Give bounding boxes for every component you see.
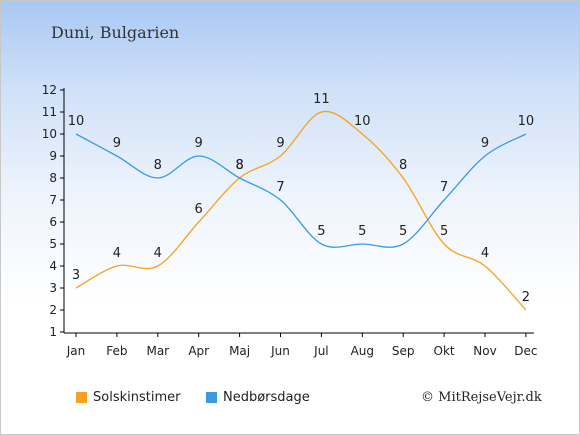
data-label: 5 — [317, 224, 325, 239]
x-tick-label: Okt — [434, 344, 455, 358]
x-tick-label: Aug — [351, 344, 374, 358]
data-label: 10 — [518, 114, 535, 129]
legend-label-sunshine: Solskinstimer — [93, 390, 181, 405]
legend-swatch-sunshine — [76, 392, 87, 403]
y-tick-label: 10 — [42, 127, 57, 141]
data-label: 9 — [195, 136, 203, 151]
legend-item-sunshine: Solskinstimer — [76, 390, 180, 405]
y-tick-label: 4 — [49, 259, 57, 273]
data-label: 5 — [399, 224, 407, 239]
x-tick-label: Jul — [313, 344, 328, 358]
y-tick-label: 2 — [49, 303, 57, 317]
data-label: 5 — [440, 224, 448, 239]
data-label: 8 — [154, 158, 162, 173]
x-tick-label: Maj — [229, 344, 250, 358]
y-tick-label: 1 — [49, 325, 57, 339]
x-tick-label: Jan — [66, 344, 86, 358]
data-label: 4 — [113, 246, 121, 261]
data-label: 9 — [481, 136, 489, 151]
data-label: 4 — [154, 246, 162, 261]
y-tick-label: 7 — [49, 193, 57, 207]
data-label: 8 — [235, 158, 243, 173]
copyright-text: © MitRejseVejr.dk — [421, 390, 542, 405]
data-label: 5 — [358, 224, 366, 239]
y-tick-label: 12 — [42, 83, 57, 97]
x-tick-label: Apr — [188, 344, 209, 358]
legend-item-rain-days: Nedbørsdage — [206, 390, 310, 405]
data-label: 3 — [72, 268, 80, 283]
data-label: 2 — [522, 290, 530, 305]
x-tick-label: Mar — [146, 344, 169, 358]
data-label: 10 — [68, 114, 85, 129]
data-label: 7 — [276, 180, 284, 195]
y-tick-label: 5 — [49, 237, 57, 251]
data-label: 11 — [313, 92, 330, 107]
data-label: 4 — [481, 246, 489, 261]
data-label: 8 — [235, 158, 243, 173]
y-tick-label: 11 — [42, 105, 57, 119]
legend-label-rain-days: Nedbørsdage — [223, 390, 310, 405]
y-tick-label: 9 — [49, 149, 57, 163]
x-tick-label: Sep — [392, 344, 415, 358]
series-line-rain-days — [75, 133, 527, 248]
legend-swatch-rain-days — [206, 392, 217, 403]
x-tick-label: Dec — [514, 344, 537, 358]
x-tick-label: Feb — [106, 344, 127, 358]
data-label: 7 — [440, 180, 448, 195]
series-line-sunshine — [75, 110, 527, 311]
y-tick-label: 6 — [49, 215, 57, 229]
x-tick-label: Nov — [473, 344, 496, 358]
x-tick-label: Jun — [270, 344, 290, 358]
y-tick-label: 3 — [49, 281, 57, 295]
data-label: 6 — [195, 202, 203, 217]
data-label: 9 — [113, 136, 121, 151]
data-label: 10 — [354, 114, 371, 129]
data-label: 8 — [399, 158, 407, 173]
location-title: Duni, Bulgarien — [51, 23, 180, 42]
y-tick-label: 8 — [49, 171, 57, 185]
data-label: 9 — [276, 136, 284, 151]
